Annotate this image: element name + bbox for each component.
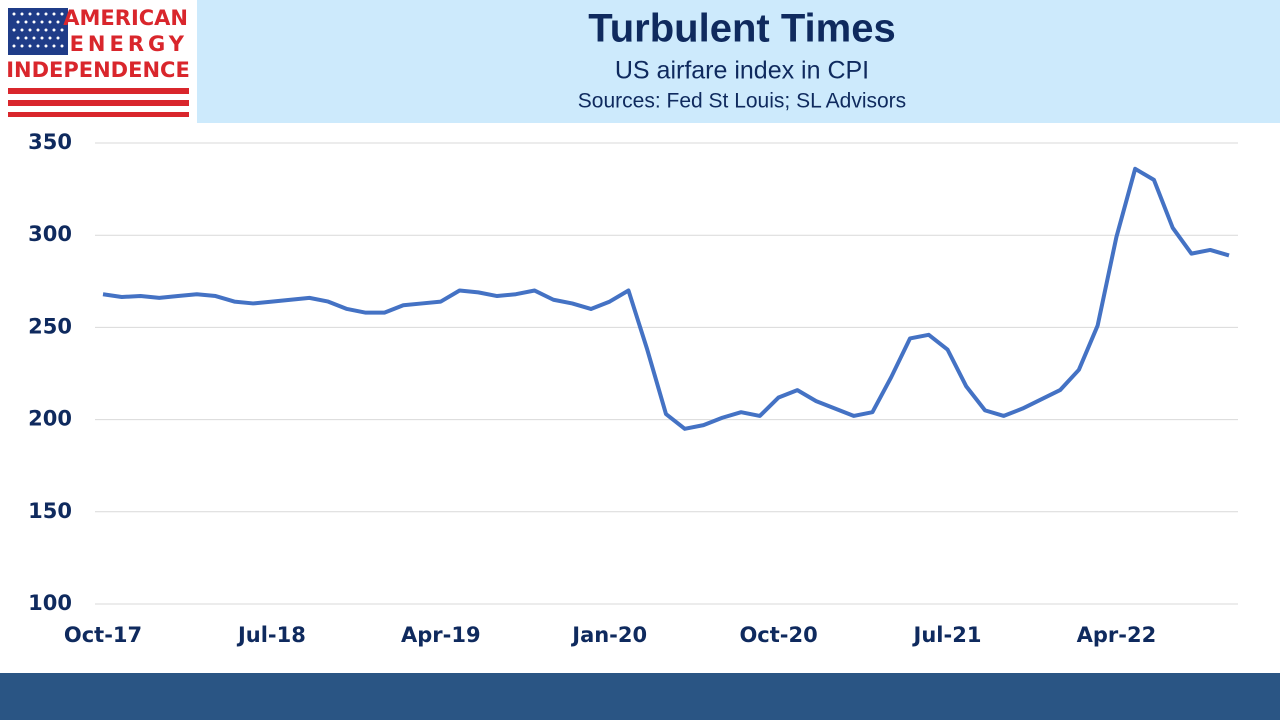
y-tick-label: 300 xyxy=(28,222,72,246)
x-tick-label: Apr-19 xyxy=(401,623,481,647)
x-tick-label: Apr-22 xyxy=(1077,623,1157,647)
header-band xyxy=(197,0,1280,123)
x-tick-label: Jul-21 xyxy=(912,623,982,647)
logo-text: ENERGY xyxy=(70,32,188,56)
y-tick-label: 200 xyxy=(28,407,72,431)
x-tick-label: Oct-20 xyxy=(739,623,817,647)
chart-source: Sources: Fed St Louis; SL Advisors xyxy=(578,90,906,113)
footer-bar xyxy=(0,673,1280,720)
logo-text: INDEPENDENCE xyxy=(6,58,190,82)
flag-stripe xyxy=(8,112,189,117)
flag-stripe xyxy=(8,88,189,94)
flag-stripe xyxy=(8,100,189,106)
y-tick-label: 100 xyxy=(28,591,72,615)
chart-subtitle: US airfare index in CPI xyxy=(615,57,869,85)
series-line xyxy=(102,166,1230,431)
y-tick-label: 350 xyxy=(28,130,72,154)
x-tick-label: Jan-20 xyxy=(570,623,647,647)
logo-text: AMERICAN xyxy=(63,6,188,30)
x-tick-label: Jul-18 xyxy=(236,623,306,647)
y-tick-label: 150 xyxy=(28,499,72,523)
y-tick-label: 250 xyxy=(28,314,72,338)
logo: AMERICAN ENERGY INDEPENDENCE xyxy=(6,6,190,117)
x-tick-label: Oct-17 xyxy=(64,623,142,647)
flag-stars xyxy=(12,12,64,48)
chart-title: Turbulent Times xyxy=(588,7,895,51)
